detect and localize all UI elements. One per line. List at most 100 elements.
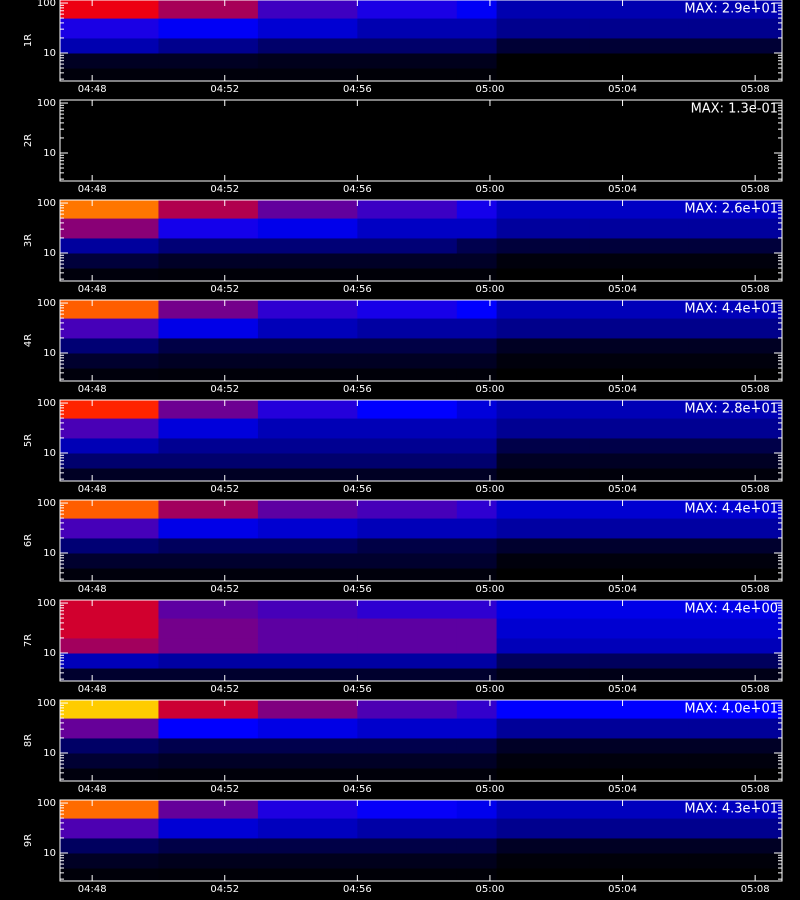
max-label: MAX: 2.6e+01 — [684, 202, 778, 217]
heatmap-cell — [688, 537, 783, 554]
heatmap-cell — [589, 768, 690, 782]
heatmap-cell — [158, 552, 259, 569]
heatmap-cell — [456, 718, 498, 739]
heatmap-cell — [688, 418, 783, 439]
panel: 10 100 04:48 04:52 04:56 05:00 05:04 05:08 2R MAX… — [23, 98, 783, 195]
heatmap-cell — [158, 752, 259, 769]
heatmap-cell — [158, 52, 259, 69]
heatmap-cell — [496, 152, 590, 169]
heatmap-cell — [456, 252, 498, 269]
heatmap-cell — [589, 100, 690, 119]
x-tick-label: 04:56 — [343, 184, 372, 195]
y-tick-label: 10 — [43, 448, 56, 459]
heatmap-cell — [60, 752, 159, 769]
heatmap-cell — [456, 618, 498, 639]
max-label: MAX: 4.4e+01 — [684, 302, 778, 317]
heatmap-cell — [589, 137, 690, 154]
heatmap-cell — [589, 500, 690, 519]
heatmap-cell — [60, 352, 159, 369]
heatmap-cell — [158, 737, 259, 754]
heatmap-cell — [496, 437, 590, 454]
heatmap-cell — [357, 637, 458, 654]
y-axis-label: 8R — [23, 734, 34, 747]
heatmap-cell — [456, 300, 498, 319]
heatmap-cell — [456, 137, 498, 154]
x-tick-label: 05:00 — [476, 184, 505, 195]
heatmap-cell — [496, 518, 590, 539]
heatmap-cell — [158, 452, 259, 469]
heatmap-cell — [158, 268, 259, 282]
heatmap-cell — [688, 768, 783, 782]
panel-frame — [59, 499, 783, 582]
heatmap-cell — [257, 700, 358, 719]
heatmap-cell — [60, 0, 159, 19]
heatmap-cell — [456, 800, 498, 819]
heatmap-cell — [158, 868, 259, 882]
heatmap-cell — [60, 700, 159, 719]
heatmap-cell — [496, 452, 590, 469]
heatmap-cell — [456, 700, 498, 719]
heatmap-cell — [357, 268, 458, 282]
heatmap-cell — [257, 818, 358, 839]
heatmap-cell — [688, 668, 783, 682]
x-tick-label: 04:52 — [210, 884, 239, 895]
heatmap-cell — [60, 452, 159, 469]
heatmap-cell — [589, 818, 690, 839]
heatmap-cell — [496, 637, 590, 654]
heatmap-cell — [60, 252, 159, 269]
heatmap-cell — [589, 468, 690, 482]
heatmap-cell — [688, 252, 783, 269]
heatmap-cell — [257, 718, 358, 739]
heatmap-cell — [496, 837, 590, 854]
y-tick-label: 100 — [37, 798, 56, 809]
heatmap-cell — [357, 852, 458, 869]
heatmap-cell — [496, 868, 590, 882]
heatmap-cell — [257, 752, 358, 769]
x-tick-label: 05:08 — [741, 484, 770, 495]
heatmap-cell — [496, 568, 590, 582]
heatmap-cell — [688, 500, 783, 519]
panel-frame — [59, 599, 783, 682]
heatmap-cell — [60, 618, 159, 639]
heatmap-cell — [688, 637, 783, 654]
heatmap-cell — [257, 137, 358, 154]
heatmap-cell — [60, 37, 159, 54]
heatmap-cell — [60, 718, 159, 739]
heatmap-cell — [688, 352, 783, 369]
heatmap-cell — [496, 168, 590, 182]
panel: 10 100 04:48 04:52 04:56 05:00 05:04 05:08 4R MAX… — [23, 298, 783, 395]
heatmap-cell — [257, 637, 358, 654]
heatmap-cell — [456, 768, 498, 782]
heatmap-cell — [589, 37, 690, 54]
x-tick-label: 05:00 — [476, 384, 505, 395]
y-tick-label: 10 — [43, 348, 56, 359]
heatmap-cell — [589, 868, 690, 882]
heatmap-cell — [456, 818, 498, 839]
panel-frame — [59, 799, 783, 882]
x-tick-label: 04:52 — [210, 184, 239, 195]
x-tick-label: 04:52 — [210, 484, 239, 495]
x-tick-label: 04:48 — [78, 184, 107, 195]
heatmap-cell — [456, 400, 498, 419]
heatmap-cell — [589, 637, 690, 654]
heatmap-cell — [158, 537, 259, 554]
heatmap-cell — [688, 468, 783, 482]
heatmap-cell — [589, 52, 690, 69]
x-tick-label: 05:04 — [608, 384, 637, 395]
heatmap-cell — [589, 300, 690, 319]
heatmap-cell — [456, 0, 498, 19]
heatmap-cell — [456, 452, 498, 469]
heatmap-cell — [456, 518, 498, 539]
heatmap-cell — [589, 18, 690, 39]
heatmap-cell — [688, 568, 783, 582]
heatmap-cell — [456, 118, 498, 139]
heatmap-cell — [456, 152, 498, 169]
heatmap-cell — [496, 600, 590, 619]
heatmap-cell — [60, 468, 159, 482]
heatmap-cell — [158, 518, 259, 539]
heatmap-cell — [589, 618, 690, 639]
heatmap-cell — [688, 452, 783, 469]
heatmap-cell — [257, 318, 358, 339]
x-tick-label: 05:08 — [741, 84, 770, 95]
heatmap-cell — [257, 600, 358, 619]
